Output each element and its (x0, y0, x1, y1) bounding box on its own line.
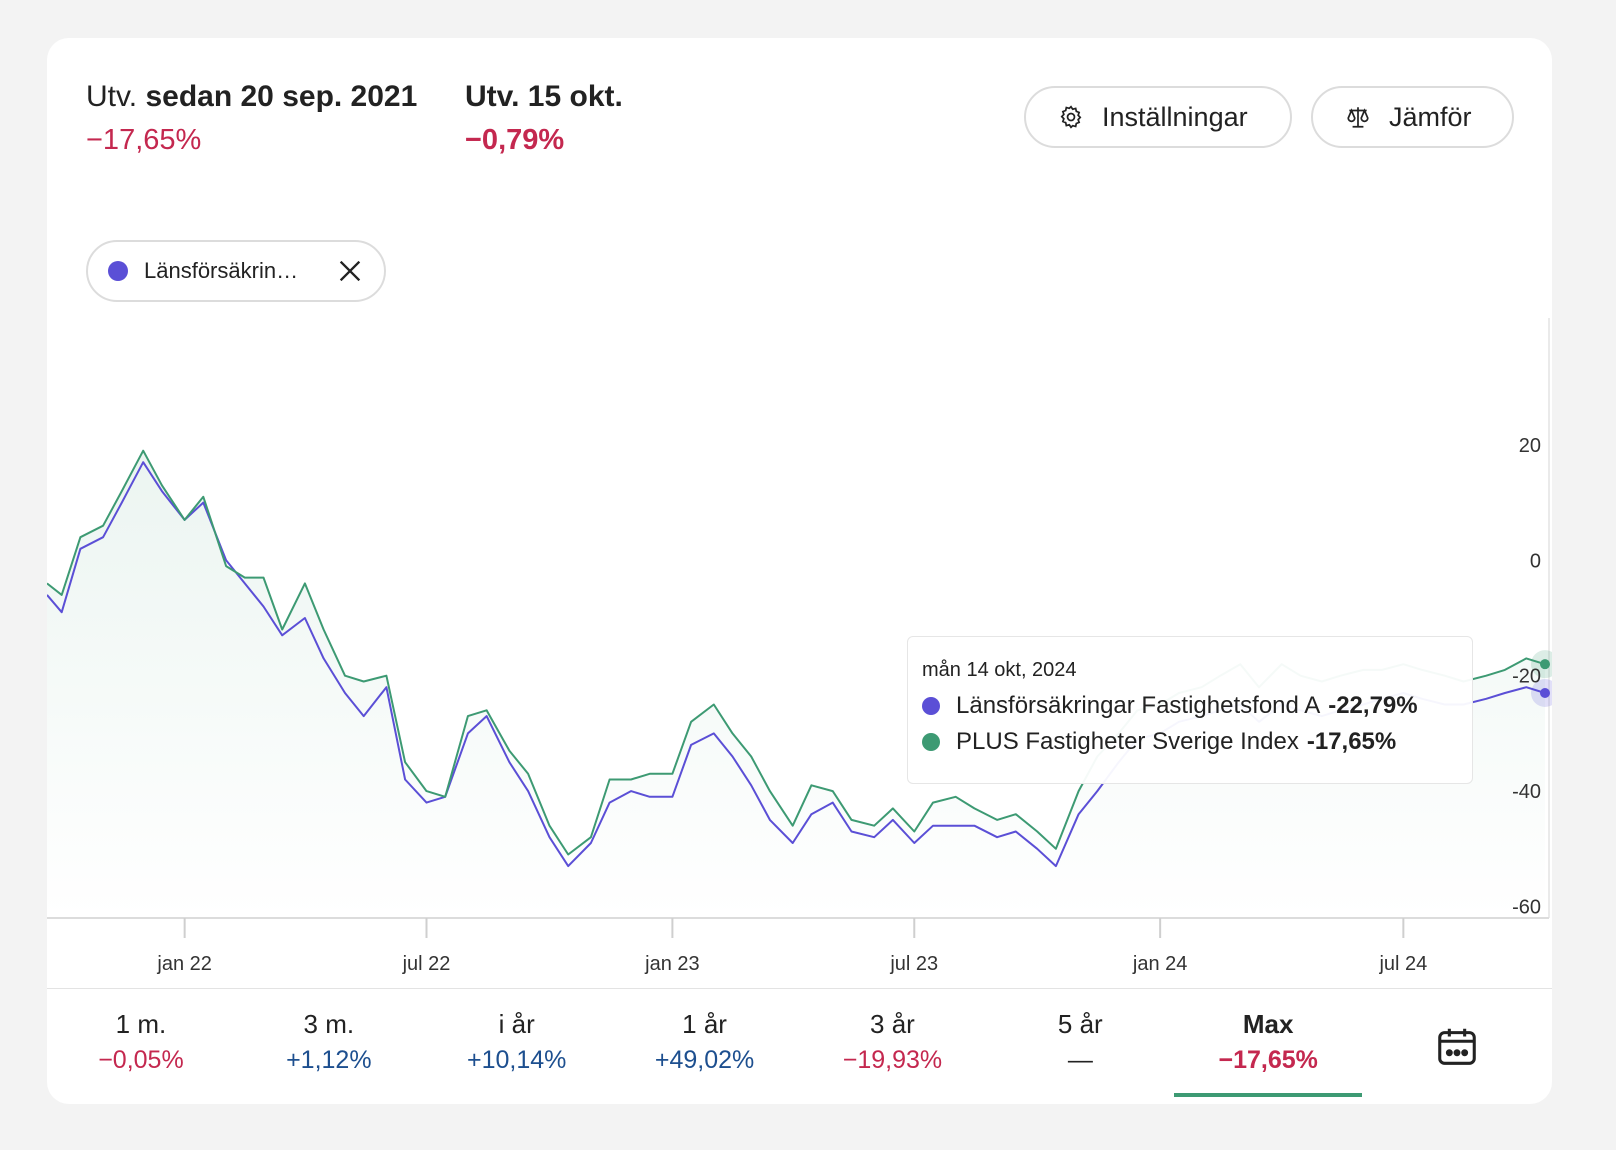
chart-card: Utv. sedan 20 sep. 2021 −17,65% Utv. 15 … (47, 38, 1552, 1104)
calendar-button[interactable] (1362, 989, 1552, 1104)
period-value: −17,65% (1218, 1046, 1318, 1074)
y-tick-label: 20 (1519, 435, 1541, 457)
development-day: Utv. 15 okt. −0,79% (465, 80, 623, 157)
period-max[interactable]: Max −17,65% (1174, 989, 1363, 1104)
period-value: +10,14% (466, 1046, 567, 1074)
fund-dot (922, 697, 940, 715)
tooltip-row-index: PLUS Fastigheter Sverige Index -17,65% (922, 728, 1458, 756)
chip-label: Länsförsäkrin… (144, 258, 299, 283)
chart-tooltip: mån 14 okt, 2024 Länsförsäkringar Fastig… (907, 636, 1473, 784)
series-area-fill (47, 450, 1545, 918)
performance-chart[interactable]: 20 0 -20 -40 -60 jan 22 jul 22 jan 23 jul 23 jan … (47, 308, 1552, 988)
x-tick-label: jul 22 (402, 953, 451, 975)
period-1y[interactable]: 1 år +49,02% (611, 989, 799, 1104)
period-label: 3 år (870, 1009, 915, 1039)
y-tick-label: -60 (1512, 896, 1541, 918)
period-3y[interactable]: 3 år −19,93% (799, 989, 987, 1104)
gear-icon (1060, 105, 1082, 129)
x-tick-label: jul 23 (889, 953, 938, 975)
since-prefix: Utv. (86, 80, 138, 113)
since-value: −17,65% (86, 124, 202, 156)
hover-marker (1540, 659, 1550, 670)
tooltip-index-value: -17,65% (1306, 728, 1397, 755)
period-label: Max (1242, 1009, 1294, 1039)
settings-button[interactable]: Inställningar (1024, 86, 1292, 148)
compare-label: Jämför (1389, 101, 1472, 132)
y-tick-label: -20 (1512, 666, 1541, 688)
period-label: 1 m. (115, 1009, 167, 1039)
tooltip-date: mån 14 okt, 2024 (922, 659, 1077, 681)
close-icon[interactable] (336, 257, 364, 285)
day-value: −0,79% (465, 124, 565, 156)
index-dot (922, 733, 940, 751)
x-tick-label: jan 24 (1132, 953, 1188, 975)
period-value: +1,12% (286, 1046, 372, 1074)
period-1m[interactable]: 1 m. −0,05% (47, 989, 235, 1104)
tooltip-row-fund: Länsförsäkringar Fastighetsfond A -22,79… (922, 692, 1458, 720)
period-value: −0,05% (98, 1046, 184, 1074)
y-tick-label: -40 (1512, 781, 1541, 803)
y-tick-label: 0 (1530, 550, 1541, 572)
since-date: sedan 20 sep. 2021 (145, 80, 418, 113)
since-label: Utv. sedan 20 sep. 2021 (86, 80, 417, 114)
x-tick-label: jan 23 (644, 953, 700, 975)
tooltip-index-name: PLUS Fastigheter Sverige Index (956, 728, 1299, 755)
day-label: Utv. 15 okt. (465, 80, 623, 113)
tooltip-fund-value: -22,79% (1328, 692, 1418, 719)
period-ytd[interactable]: i år +10,14% (423, 989, 611, 1104)
tooltip-fund-name: Länsförsäkringar Fastighetsfond A (956, 692, 1321, 719)
period-label: 5 år (1057, 1009, 1103, 1039)
compare-button[interactable]: Jämför (1311, 86, 1514, 148)
period-5y[interactable]: 5 år — (986, 989, 1174, 1104)
x-tick-label: jan 22 (156, 953, 212, 975)
period-label: 3 m. (303, 1009, 355, 1039)
x-tick-label: jul 24 (1378, 953, 1427, 975)
scale-icon (1347, 107, 1369, 128)
period-value: +49,02% (654, 1046, 755, 1074)
period-value: — (1067, 1046, 1093, 1074)
hover-marker (1540, 688, 1550, 698)
comparison-chip[interactable]: Länsförsäkrin… (86, 240, 386, 302)
series-color-dot (108, 261, 128, 281)
development-since-start: Utv. sedan 20 sep. 2021 −17,65% (86, 80, 417, 157)
period-label: i år (498, 1009, 535, 1039)
calendar-icon (1438, 1028, 1476, 1065)
period-3m[interactable]: 3 m. +1,12% (235, 989, 423, 1104)
settings-label: Inställningar (1102, 101, 1248, 132)
period-selector: 1 m. −0,05% 3 m. +1,12% i år +10,14% 1 å… (47, 988, 1552, 1104)
period-label: 1 år (682, 1009, 727, 1039)
period-value: −19,93% (842, 1046, 943, 1074)
